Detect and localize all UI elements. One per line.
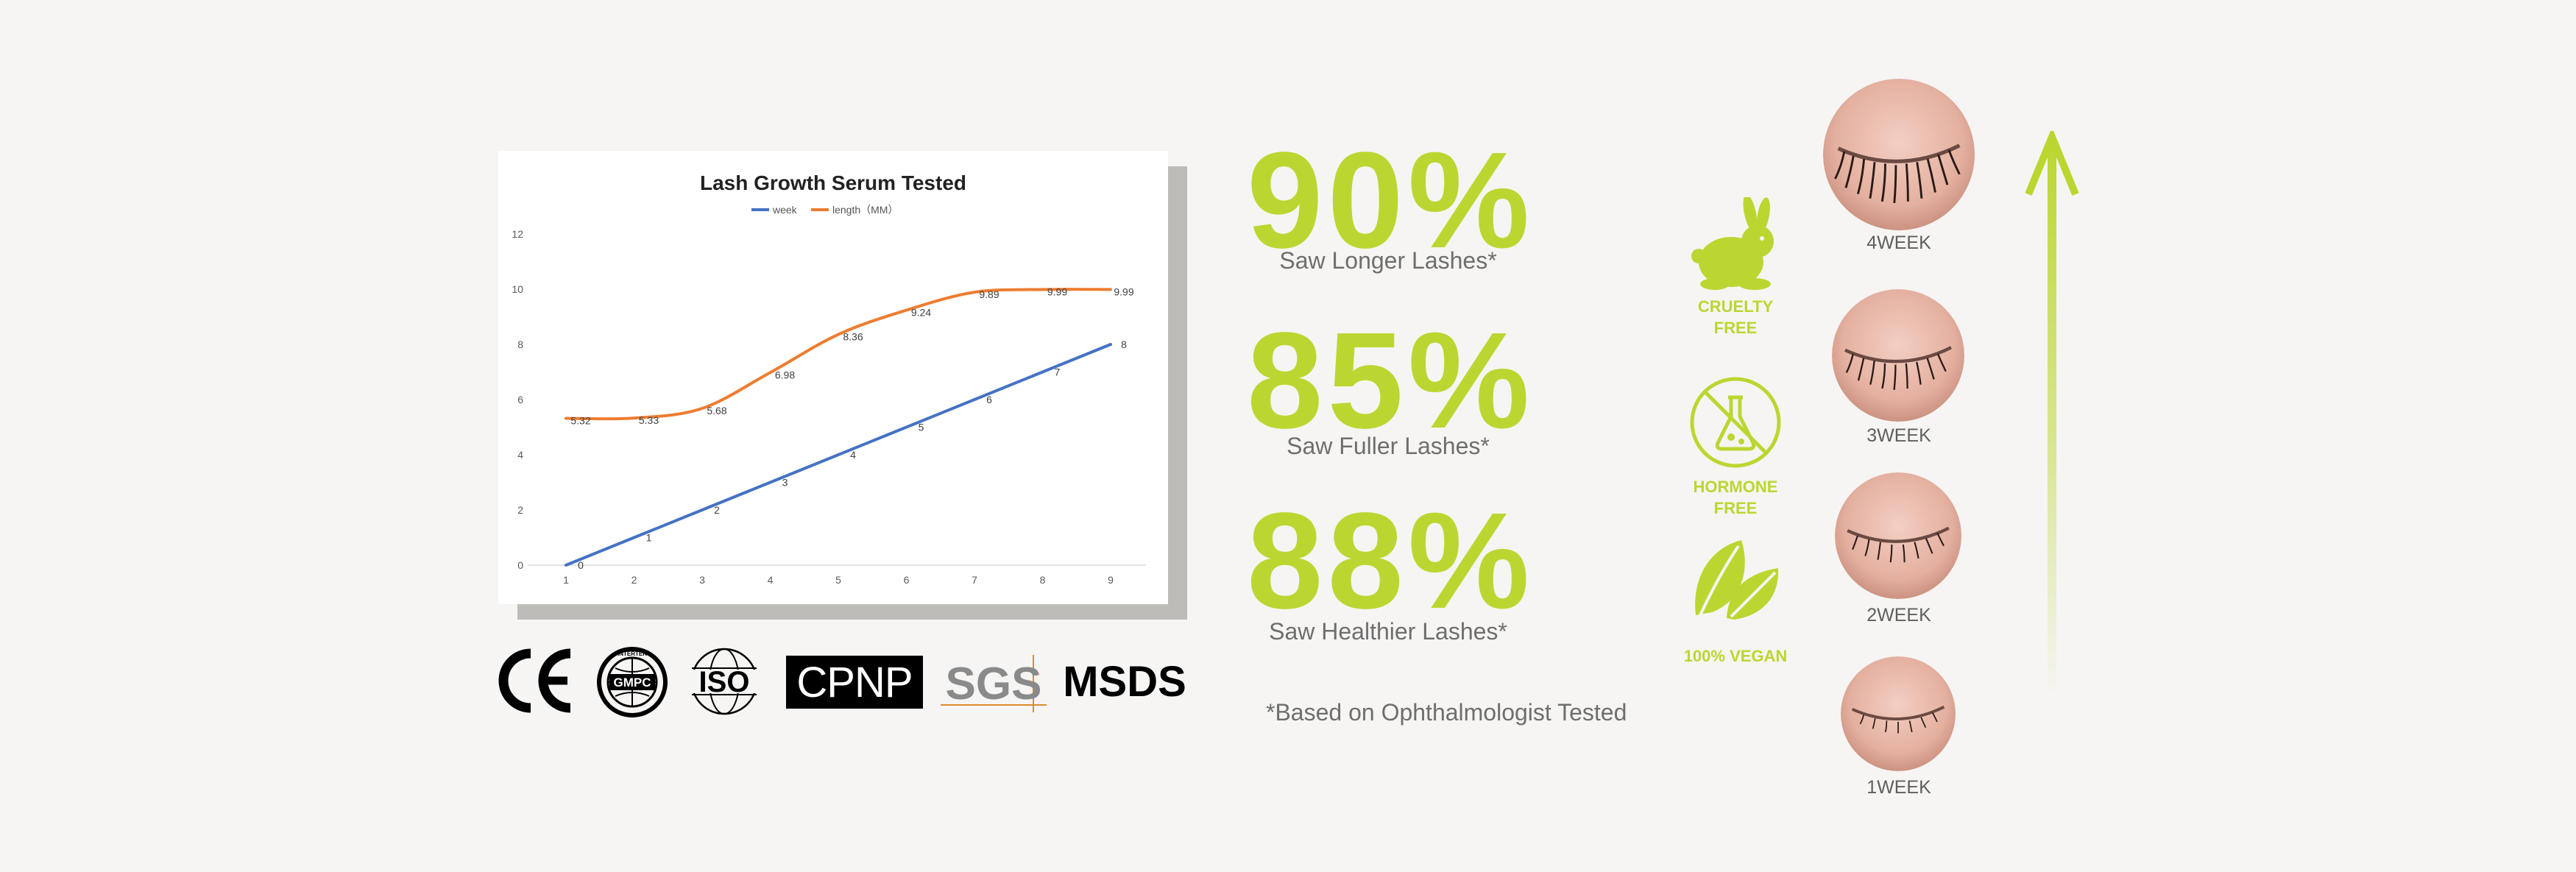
chart-legend: week length（MM） (751, 204, 898, 216)
data-label-length: 5.32 (570, 415, 590, 427)
x-tick-label: 7 (972, 574, 977, 586)
chart-card: Lash Growth Serum Tested week length（MM）… (498, 151, 1168, 604)
x-tick-label: 2 (631, 574, 637, 586)
eye-photo-2week (1835, 472, 1961, 599)
chart-title: Lash Growth Serum Tested (700, 171, 966, 194)
y-tick-label: 0 (517, 559, 523, 571)
cpnp-logo: CPNP (786, 656, 923, 709)
stat-fuller-number: 85% (1247, 305, 1535, 457)
data-label-length: 8.36 (843, 331, 863, 343)
series-line-length (565, 288, 1112, 421)
ce-logo (497, 648, 575, 714)
y-tick-label: 6 (517, 394, 523, 405)
badge-hormone-line1: HORMONE (1693, 478, 1778, 496)
sgs-text: SGS (946, 659, 1042, 709)
no-hormone-icon (1690, 377, 1781, 468)
series-line-week (565, 343, 1112, 567)
rabbit-icon (1691, 197, 1774, 290)
msds-logo: MSDS (1063, 657, 1186, 706)
eye-photo-3week (1832, 289, 1964, 422)
badge-cruelty-free-label: CRUELTY FREE (1662, 296, 1809, 338)
data-label-length: 9.24 (911, 307, 931, 319)
data-label-week: 5 (919, 422, 924, 433)
progress-label-2week: 2WEEK (1866, 605, 1931, 625)
iso-text: ISO (699, 666, 750, 698)
data-label-week: 4 (850, 449, 856, 461)
data-label-week: 7 (1055, 366, 1061, 378)
data-label-length: 9.99 (1114, 286, 1133, 297)
data-label-week: 2 (714, 504, 720, 516)
data-label-length: 9.89 (979, 288, 999, 300)
y-tick-label: 2 (517, 504, 523, 516)
y-tick-label: 8 (517, 338, 523, 350)
x-tick-label: 5 (835, 574, 841, 586)
growth-chart: Lash Growth Serum Tested week length（MM）… (512, 171, 1146, 586)
sgs-logo: SGS (939, 651, 1048, 714)
stat-fuller-caption: Saw Fuller Lashes* (1287, 433, 1490, 459)
x-tick-label: 8 (1040, 574, 1046, 586)
data-label-length: 5.68 (707, 405, 726, 416)
progress-label-3week: 3WEEK (1866, 425, 1931, 446)
badge-hormone-free-label: HORMONE FREE (1662, 476, 1809, 519)
badge-cruelty-line2: FREE (1713, 319, 1758, 337)
chart-series: 0 1 2 3 4 5 6 7 8 5.32 5.33 5.68 6.98 8.36 9.24 9.89 9.9… (565, 286, 1134, 571)
data-label-length: 6.98 (775, 369, 795, 380)
progress-label-4week: 4WEEK (1866, 233, 1931, 253)
stat-healthier-caption: Saw Healthier Lashes* (1269, 618, 1507, 645)
stat-longer-caption: Saw Longer Lashes* (1279, 247, 1497, 274)
data-label-length: 5.33 (639, 414, 659, 426)
data-label-week: 1 (646, 532, 652, 544)
eye-photo-1week (1841, 656, 1956, 771)
eye-photo-4week (1823, 79, 1975, 230)
data-label-week: 8 (1121, 338, 1127, 350)
leaf-icon (1695, 540, 1779, 620)
badge-hormone-line2: FREE (1713, 499, 1758, 517)
x-tick-label: 9 (1108, 574, 1114, 586)
y-tick-label: 4 (517, 449, 523, 461)
stat-longer-number: 90% (1247, 124, 1535, 277)
badge-cruelty-line1: CRUELTY (1697, 297, 1774, 316)
progress-label-1week: 1WEEK (1866, 777, 1931, 798)
gmpc-text: GMPC (614, 676, 651, 690)
badge-vegan-label: 100% VEGAN (1662, 645, 1809, 667)
data-label-week: 0 (578, 559, 584, 571)
legend-label-week: week (772, 204, 798, 216)
growth-arrow-icon (2025, 131, 2079, 698)
gmpc-logo: GMPC INTERTEK (596, 646, 668, 718)
data-label-week: 6 (986, 394, 992, 405)
y-tick-label: 12 (512, 228, 523, 240)
data-label-week: 3 (782, 477, 788, 489)
badge-vegan-line1: 100% VEGAN (1683, 647, 1788, 665)
legend-label-length: length（MM） (832, 204, 898, 216)
x-tick-label: 1 (563, 574, 569, 586)
footnote: *Based on Ophthalmologist Tested (1266, 699, 1627, 726)
gmpc-top-text: INTERTEK (618, 651, 647, 657)
stat-healthier-number: 88% (1247, 485, 1535, 637)
iso-logo: ISO (684, 646, 764, 717)
y-tick-label: 10 (512, 283, 523, 295)
y-axis-ticks: 0 2 4 6 8 10 12 (512, 228, 523, 571)
x-tick-label: 3 (699, 574, 705, 586)
x-tick-label: 4 (768, 574, 774, 586)
x-axis-ticks: 1 2 3 4 5 6 7 8 9 (563, 574, 1114, 586)
data-label-length: 9.99 (1047, 286, 1067, 297)
x-tick-label: 6 (904, 574, 910, 586)
